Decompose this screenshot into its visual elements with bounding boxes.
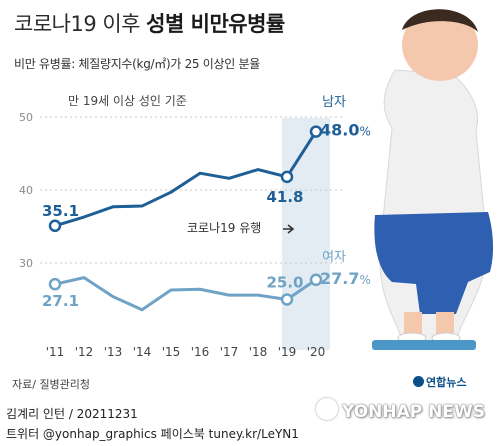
series-name-0: 남자 (322, 95, 346, 110)
watermark-text: YONHAP NEWS (342, 402, 485, 422)
figure-shorts (374, 212, 494, 314)
x-tick-label-9: '20 (307, 345, 326, 359)
x-tick-label-3: '14 (133, 345, 152, 359)
y-tick-label-40: 40 (19, 184, 33, 197)
figure-scale (372, 340, 476, 350)
x-tick-label-8: '19 (278, 345, 297, 359)
covid-annotation: 코로나19 유행 (187, 220, 261, 235)
x-tick-label-5: '16 (191, 345, 210, 359)
yonhap-logo-icon (413, 376, 424, 387)
series-name-1: 여자 (322, 250, 346, 265)
yonhap-logo-text: 연합뉴스 (426, 376, 467, 389)
series-0-label-9: 48.0% (320, 121, 371, 140)
title-light: 코로나19 이후 (14, 12, 147, 36)
series-0-label-0: 35.1 (42, 202, 79, 220)
x-tick-label-7: '18 (249, 345, 268, 359)
series-0-point-0 (48, 219, 62, 233)
series-line-1 (54, 276, 317, 312)
watermark-icon (316, 398, 338, 420)
series-1-label-9: 27.7% (320, 269, 371, 288)
x-tick-label-6: '17 (220, 345, 239, 359)
series-1-label-0: 27.1 (42, 292, 79, 310)
x-tick-label-1: '12 (75, 345, 94, 359)
figure-leg-right (436, 312, 454, 334)
watermark: YONHAP NEWS (316, 398, 485, 422)
series-0-label-8: 41.8 (266, 188, 303, 206)
page-title: 코로나19 이후 성별 비만유병률 (14, 8, 285, 38)
covid-arrow-icon (283, 224, 295, 234)
series-1-point-8 (280, 293, 294, 306)
figure-hair (402, 9, 478, 32)
series-0-point-9 (309, 125, 323, 138)
x-tick-label-4: '15 (162, 345, 181, 359)
series-0-label-unit: % (359, 125, 370, 139)
credit-social: 트위터 @yonhap_graphics 페이스북 tuney.kr/LeYN1 (6, 427, 299, 441)
yonhap-logo: 연합뉴스 (413, 374, 466, 390)
y-tick-label-30: 30 (19, 257, 33, 270)
series-1-label-8: 25.0 (266, 274, 303, 292)
x-tick-label-2: '13 (104, 345, 123, 359)
credit-author-date: 김계리 인턴 / 20211231 (6, 407, 138, 421)
figure-leg-left (404, 312, 422, 334)
source-note: 자료/ 질병관리청 (12, 378, 91, 391)
figure-head (402, 9, 478, 81)
title-bold: 성별 비만유병률 (146, 12, 285, 36)
covid-highlight-band (282, 118, 330, 350)
series-1-point-0 (48, 277, 62, 291)
age-annotation: 만 19세 이상 성인 기준 (68, 94, 187, 108)
credit: 김계리 인턴 / 20211231 트위터 @yonhap_graphics 페… (6, 404, 299, 444)
series-line-0 (54, 130, 318, 228)
x-tick-label-0: '11 (46, 345, 65, 359)
series-1-point-9 (309, 273, 323, 287)
series-1-label-unit: % (359, 273, 370, 287)
subtitle: 비만 유병률: 체질량지수(kg/㎡)가 25 이상인 분율 (14, 57, 260, 71)
series-0-point-8 (280, 170, 294, 184)
y-tick-label-50: 50 (19, 111, 33, 124)
